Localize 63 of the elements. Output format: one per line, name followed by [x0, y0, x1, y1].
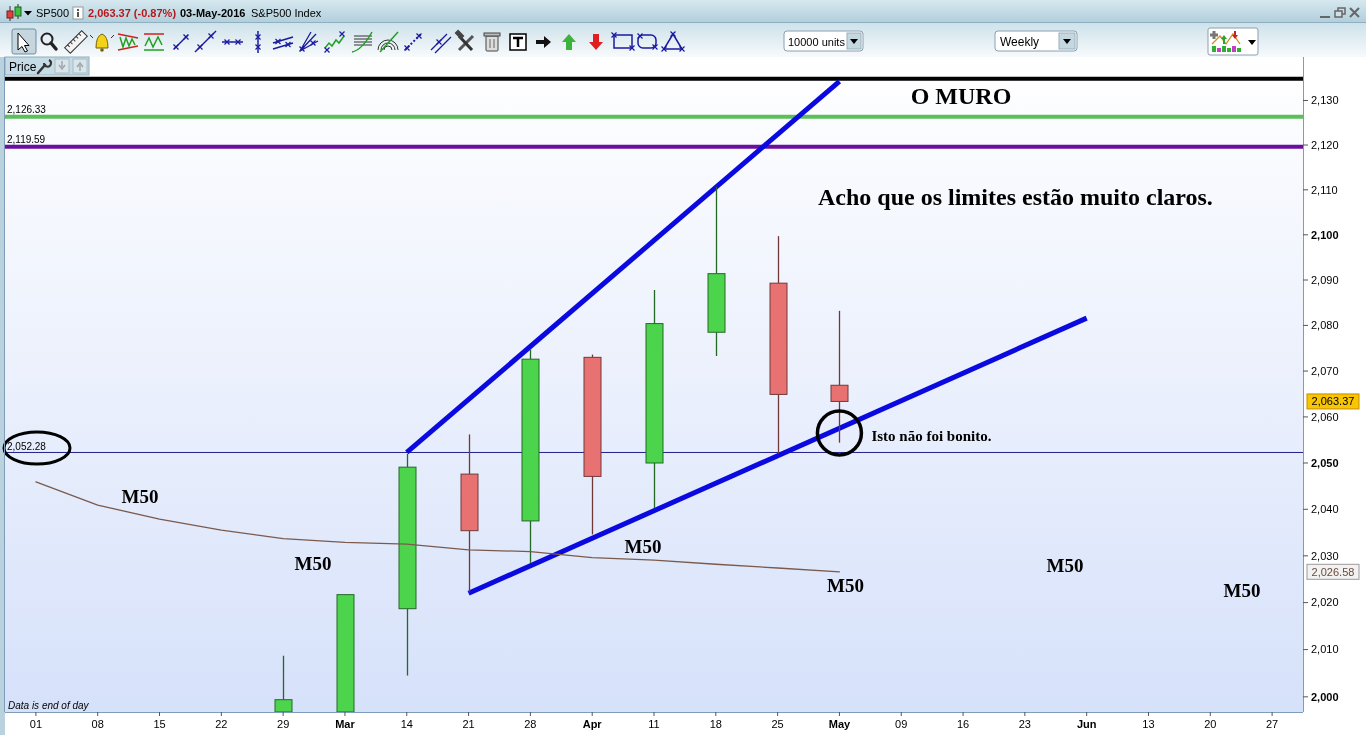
- x-tick-label: 27: [1265, 718, 1279, 730]
- x-tick-label: 09: [895, 718, 908, 730]
- annotation: M50: [1223, 580, 1261, 601]
- annotation: Acho que os limites estão muito claros.: [818, 184, 1213, 210]
- y-tick-label: 2,100: [1311, 228, 1339, 241]
- y-tick-label: 2,010: [1311, 643, 1339, 656]
- x-tick-label: 22: [215, 718, 228, 730]
- y-tick-label: 2,130: [1311, 94, 1339, 107]
- y-tick-label: 2,030: [1311, 549, 1339, 562]
- x-tick-label: 13: [1142, 718, 1155, 730]
- text: 03-May-2016: [180, 7, 246, 19]
- annotation: Price: [9, 59, 37, 74]
- y-tick-label: 2,090: [1311, 273, 1339, 286]
- annotation: Data is end of day: [8, 700, 90, 711]
- annotation: Isto não foi bonito.: [871, 428, 992, 445]
- x-tick-label: 16: [956, 718, 970, 730]
- y-tick-label: 2,080: [1311, 319, 1339, 332]
- annotation: M50: [1046, 555, 1084, 576]
- x-tick-label: 01: [29, 718, 43, 730]
- y-tick-label: 2,050: [1311, 456, 1339, 469]
- x-tick-label: 28: [524, 718, 537, 730]
- annotation: O MURO: [910, 83, 1012, 109]
- x-tick-label: Apr: [582, 718, 603, 730]
- x-tick-label: 18: [709, 718, 722, 730]
- x-tick-label: 11: [648, 718, 660, 730]
- annotation: M50: [121, 486, 159, 507]
- x-tick-label: 21: [462, 718, 475, 730]
- x-tick-label: 08: [91, 718, 104, 730]
- line-series: [35, 481, 841, 573]
- ref-line-label: 2,126.33: [7, 103, 47, 115]
- text: 10000 units: [788, 35, 846, 48]
- x-tick-label: 15: [153, 718, 166, 730]
- x-tick-label: Jun: [1076, 718, 1097, 730]
- x-tick-label: 20: [1204, 718, 1217, 730]
- y-tick-label: 2,120: [1311, 138, 1339, 151]
- x-tick-label: Mar: [335, 718, 356, 730]
- candlestick: [645, 289, 664, 509]
- x-tick-label: 25: [771, 718, 784, 730]
- x-tick-label: 23: [1018, 718, 1031, 730]
- y-tick-label: 2,040: [1311, 503, 1339, 516]
- y-tick-label: 2,060: [1311, 410, 1339, 423]
- ref-line-label: 2,119.59: [7, 133, 46, 145]
- ref-line-label: 2,052.28: [7, 440, 47, 452]
- text: 2,063.37: [1311, 395, 1355, 408]
- y-tick-label: 2,070: [1311, 364, 1339, 377]
- text: Weekly: [1000, 35, 1040, 49]
- annotation: M50: [624, 536, 662, 557]
- chart-subtitle: S&P500 Index: [251, 7, 322, 19]
- series-label: M50: [826, 574, 864, 596]
- candlestick: [769, 235, 788, 455]
- y-tick-label: 2,000: [1311, 690, 1339, 703]
- text: 2,063.37 (-0.87%): [88, 7, 177, 19]
- y-tick-label: 2,020: [1311, 596, 1339, 609]
- chart-title: SP500: [36, 7, 70, 19]
- candlestick: [707, 186, 726, 357]
- candlestick: [460, 433, 479, 593]
- y-tick-label: 2,110: [1311, 183, 1338, 196]
- text: 2,026.58: [1311, 565, 1355, 578]
- candlestick: [830, 310, 849, 444]
- x-tick-label: 29: [277, 718, 290, 730]
- x-tick-label: 14: [400, 718, 413, 730]
- annotation: M50: [294, 553, 332, 574]
- x-tick-label: May: [828, 718, 852, 730]
